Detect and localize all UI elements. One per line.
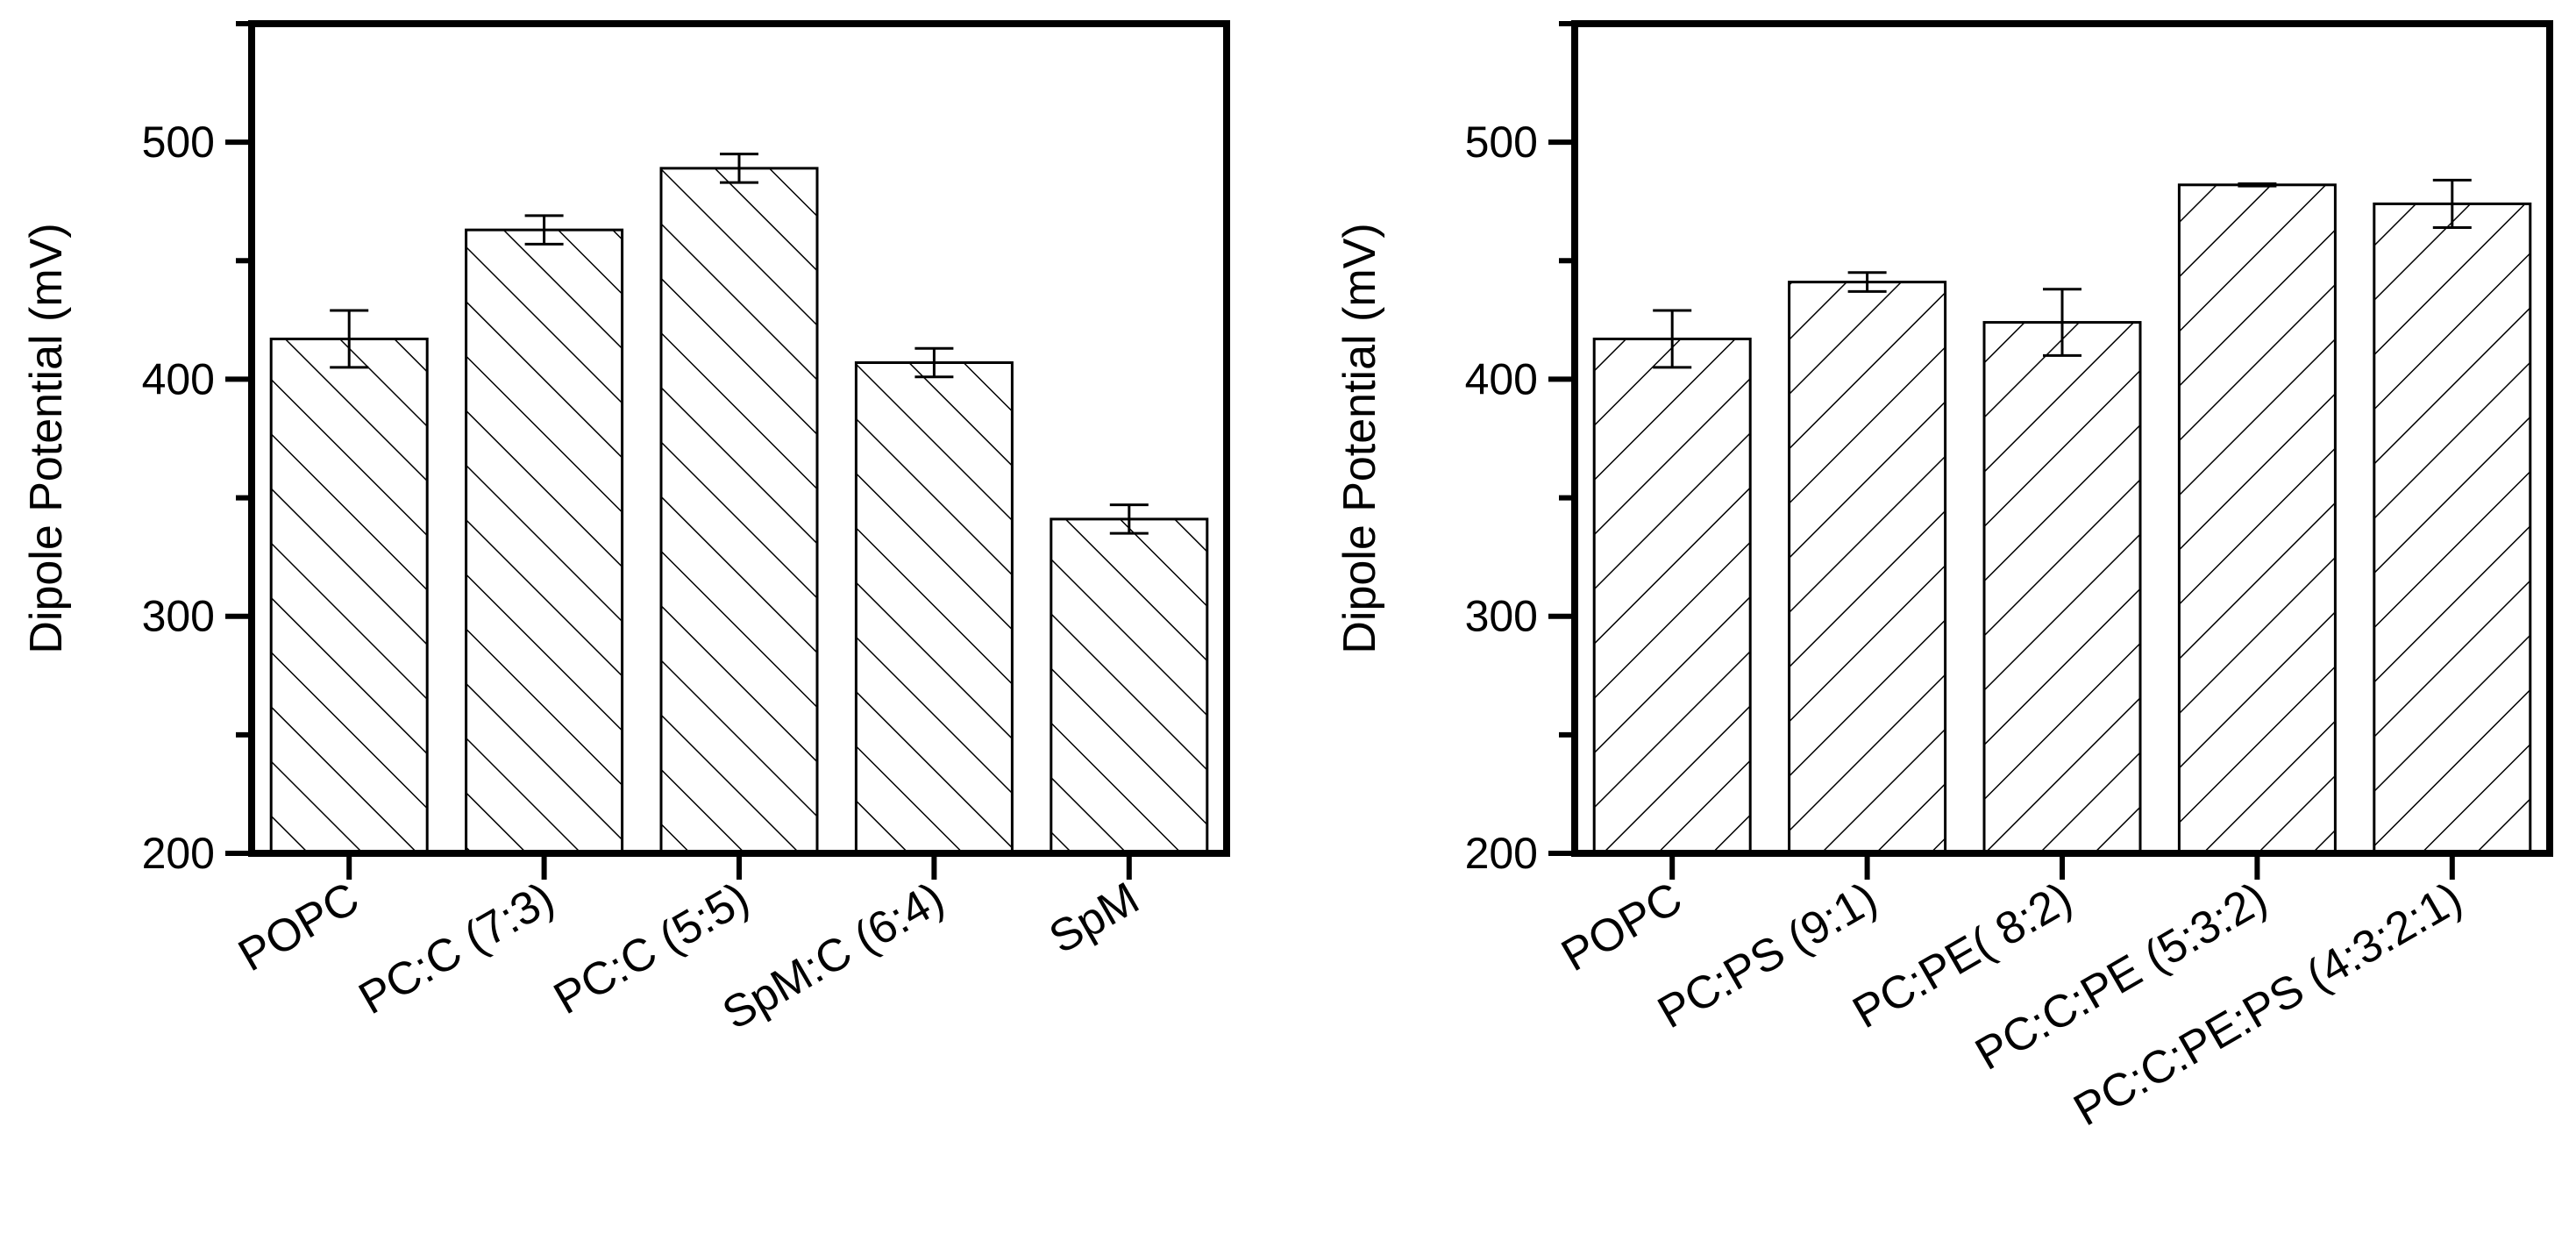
left-y-tick-label: 500 bbox=[142, 118, 215, 167]
left-error-bar bbox=[524, 214, 564, 246]
left-y-tick-label: 400 bbox=[142, 354, 215, 403]
right-bar bbox=[1982, 321, 2142, 855]
right-y-tick-label: 200 bbox=[1465, 829, 1538, 878]
right-bar bbox=[1788, 281, 1947, 855]
left-plot-frame bbox=[248, 20, 1230, 857]
left-bar bbox=[1050, 517, 1209, 855]
left-bar bbox=[465, 228, 624, 855]
right-error-bar bbox=[2043, 288, 2081, 357]
right-error-bar bbox=[2238, 182, 2277, 188]
right-plot-frame bbox=[1571, 20, 2553, 857]
left-category-label: PC:C (7:3) bbox=[351, 873, 563, 1024]
left-error-bar bbox=[330, 309, 369, 369]
left-category-label: SpM bbox=[1041, 873, 1148, 964]
right-category-label: POPC bbox=[1554, 873, 1691, 981]
left-bar bbox=[269, 337, 429, 855]
right-error-bar bbox=[1847, 271, 1887, 293]
left-error-bar bbox=[914, 346, 954, 379]
right-bar bbox=[1592, 337, 1752, 855]
right-y-tick-label: 500 bbox=[1465, 118, 1538, 167]
right-y-axis-label: Dipole Potential (mV) bbox=[1334, 223, 1385, 653]
right-bar bbox=[2373, 202, 2532, 855]
left-category-label: SpM:C (6:4) bbox=[715, 873, 953, 1039]
right-category-label: PC:PS (9:1) bbox=[1649, 873, 1885, 1038]
left-bar bbox=[854, 361, 1014, 855]
left-y-axis-label: Dipole Potential (mV) bbox=[21, 223, 72, 653]
left-bar bbox=[659, 167, 819, 855]
left-category-label: POPC bbox=[231, 873, 368, 981]
left-y-tick-label: 300 bbox=[142, 592, 215, 641]
left-error-bar bbox=[1109, 503, 1149, 535]
right-y-tick-label: 400 bbox=[1465, 354, 1538, 403]
right-bar bbox=[2177, 183, 2337, 855]
right-error-bar bbox=[1653, 309, 1692, 369]
left-error-bar bbox=[720, 153, 758, 184]
left-y-tick-label: 200 bbox=[142, 829, 215, 878]
right-y-tick-label: 300 bbox=[1465, 592, 1538, 641]
right-error-bar bbox=[2432, 178, 2472, 229]
